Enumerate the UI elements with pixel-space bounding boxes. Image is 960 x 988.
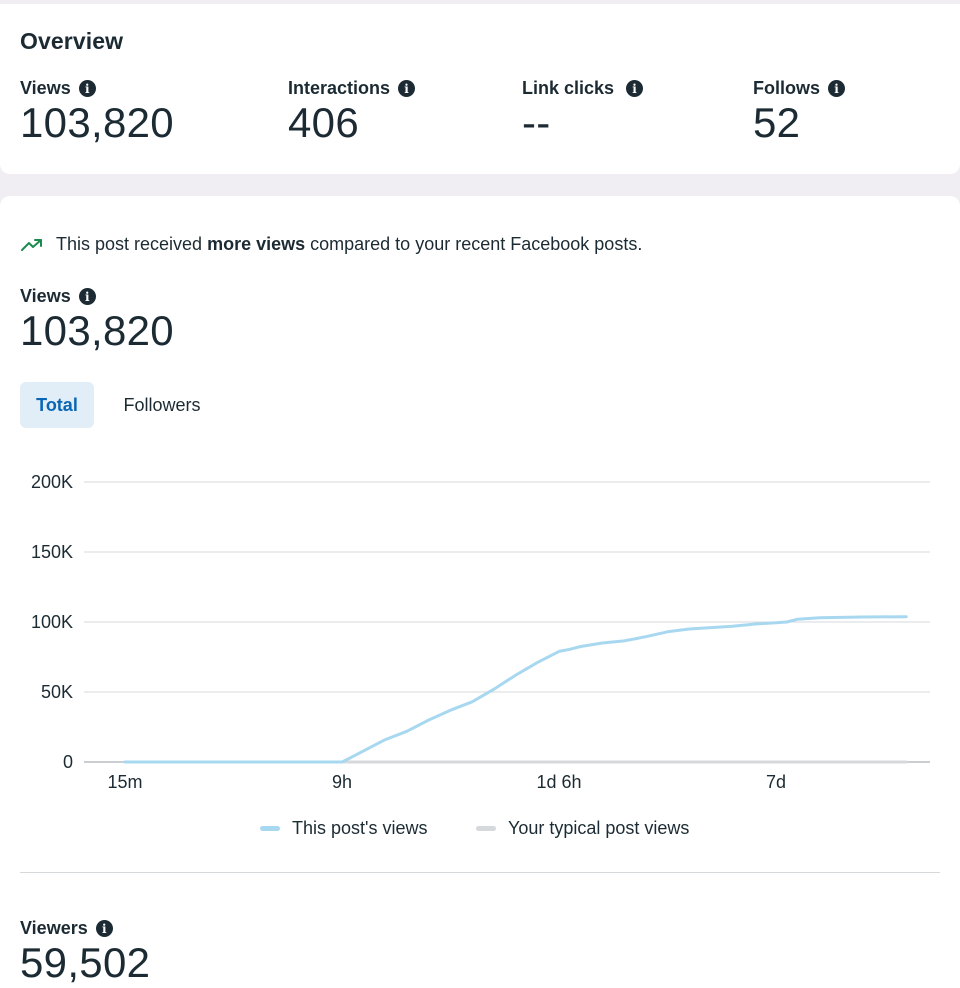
insight-banner: This post received more views compared t… <box>20 234 642 255</box>
y-tick-label: 200K <box>31 472 73 492</box>
metric-value: -- <box>522 99 551 146</box>
viewers-metric: Viewers i 59,502 <box>20 918 150 987</box>
y-tick-label: 50K <box>41 682 73 702</box>
x-tick-label: 7d <box>766 772 786 792</box>
insight-suffix: compared to your recent Facebook posts. <box>305 234 643 254</box>
info-icon[interactable]: i <box>828 80 845 97</box>
insight-bold: more views <box>207 234 306 254</box>
views-value: 103,820 <box>20 307 174 354</box>
insight-text: This post received more views compared t… <box>56 234 642 255</box>
insight-prefix: This post received <box>56 234 208 254</box>
views-metric: Views i 103,820 <box>20 286 174 355</box>
viewers-value: 59,502 <box>20 939 151 986</box>
y-tick-label: 100K <box>31 612 73 632</box>
metric-value: 103,820 <box>20 99 174 146</box>
views-label: Views <box>20 286 71 306</box>
legend-item-this-post: This post's views <box>260 818 427 839</box>
x-tick-label: 9h <box>332 772 352 792</box>
legend-label: This post's views <box>292 818 428 838</box>
metric-follows: Follows i 52 <box>753 78 845 147</box>
metric-label: Follows <box>753 78 820 98</box>
viewers-label: Viewers <box>20 918 88 938</box>
tab-followers[interactable]: Followers <box>123 394 201 415</box>
series-line-this-post <box>123 615 908 764</box>
x-tick-label: 15m <box>107 772 142 792</box>
metric-label: Link clicks <box>522 78 615 98</box>
metric-value: 406 <box>288 99 359 146</box>
divider <box>20 872 940 873</box>
tab-total[interactable]: Total <box>20 382 94 428</box>
legend-swatch <box>260 826 280 831</box>
y-tick-label: 0 <box>63 752 73 772</box>
overview-title: Overview <box>20 28 124 54</box>
y-tick-label: 150K <box>31 542 73 562</box>
info-icon[interactable]: i <box>78 80 96 97</box>
trending-up-icon <box>21 238 42 251</box>
info-icon[interactable]: i <box>626 80 644 97</box>
metric-label: Views <box>20 78 71 98</box>
x-tick-label: 1d 6h <box>536 772 581 792</box>
overview-card: Overview Views i 103,820 Interactions i 40… <box>0 4 960 174</box>
info-icon[interactable]: i <box>95 920 113 937</box>
views-detail-card: This post received more views compared t… <box>0 196 960 988</box>
legend-item-typical: Your typical post views <box>476 818 689 839</box>
info-icon[interactable]: i <box>78 288 96 305</box>
metric-views: Views i 103,820 <box>20 78 174 147</box>
metric-link-clicks: Link clicks i -- <box>522 78 644 147</box>
views-line-chart: 200K 150K 100K 50K 0 15m 9h 1d 6h 7d <box>31 472 930 792</box>
metric-label: Interactions <box>288 78 391 98</box>
legend-swatch <box>476 826 496 831</box>
info-icon[interactable]: i <box>398 80 416 97</box>
metric-interactions: Interactions i 406 <box>288 78 416 147</box>
legend-label: Your typical post views <box>508 818 690 838</box>
metric-value: 52 <box>753 99 801 146</box>
